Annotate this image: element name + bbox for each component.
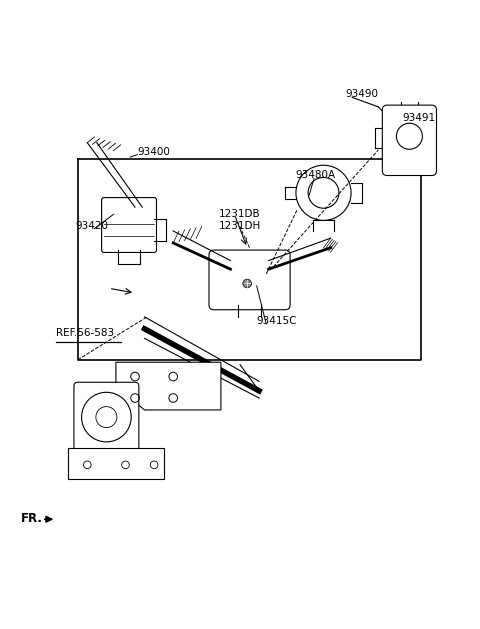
Text: 93420: 93420 <box>75 221 108 231</box>
Circle shape <box>82 392 131 442</box>
FancyBboxPatch shape <box>383 105 436 175</box>
FancyBboxPatch shape <box>74 382 139 452</box>
Text: 93400: 93400 <box>137 147 170 157</box>
Circle shape <box>243 279 252 288</box>
Text: 93480A: 93480A <box>295 170 335 181</box>
Polygon shape <box>116 362 221 410</box>
FancyBboxPatch shape <box>102 198 156 252</box>
FancyBboxPatch shape <box>209 250 290 309</box>
Polygon shape <box>68 448 164 479</box>
Text: 93491: 93491 <box>402 113 435 123</box>
Text: 1231DH: 1231DH <box>218 221 261 231</box>
Text: 93490: 93490 <box>345 89 378 99</box>
Text: 1231DB: 1231DB <box>218 209 260 219</box>
Text: FR.: FR. <box>21 512 42 525</box>
Text: 93415C: 93415C <box>257 316 297 326</box>
Text: REF.56-583: REF.56-583 <box>56 328 114 338</box>
